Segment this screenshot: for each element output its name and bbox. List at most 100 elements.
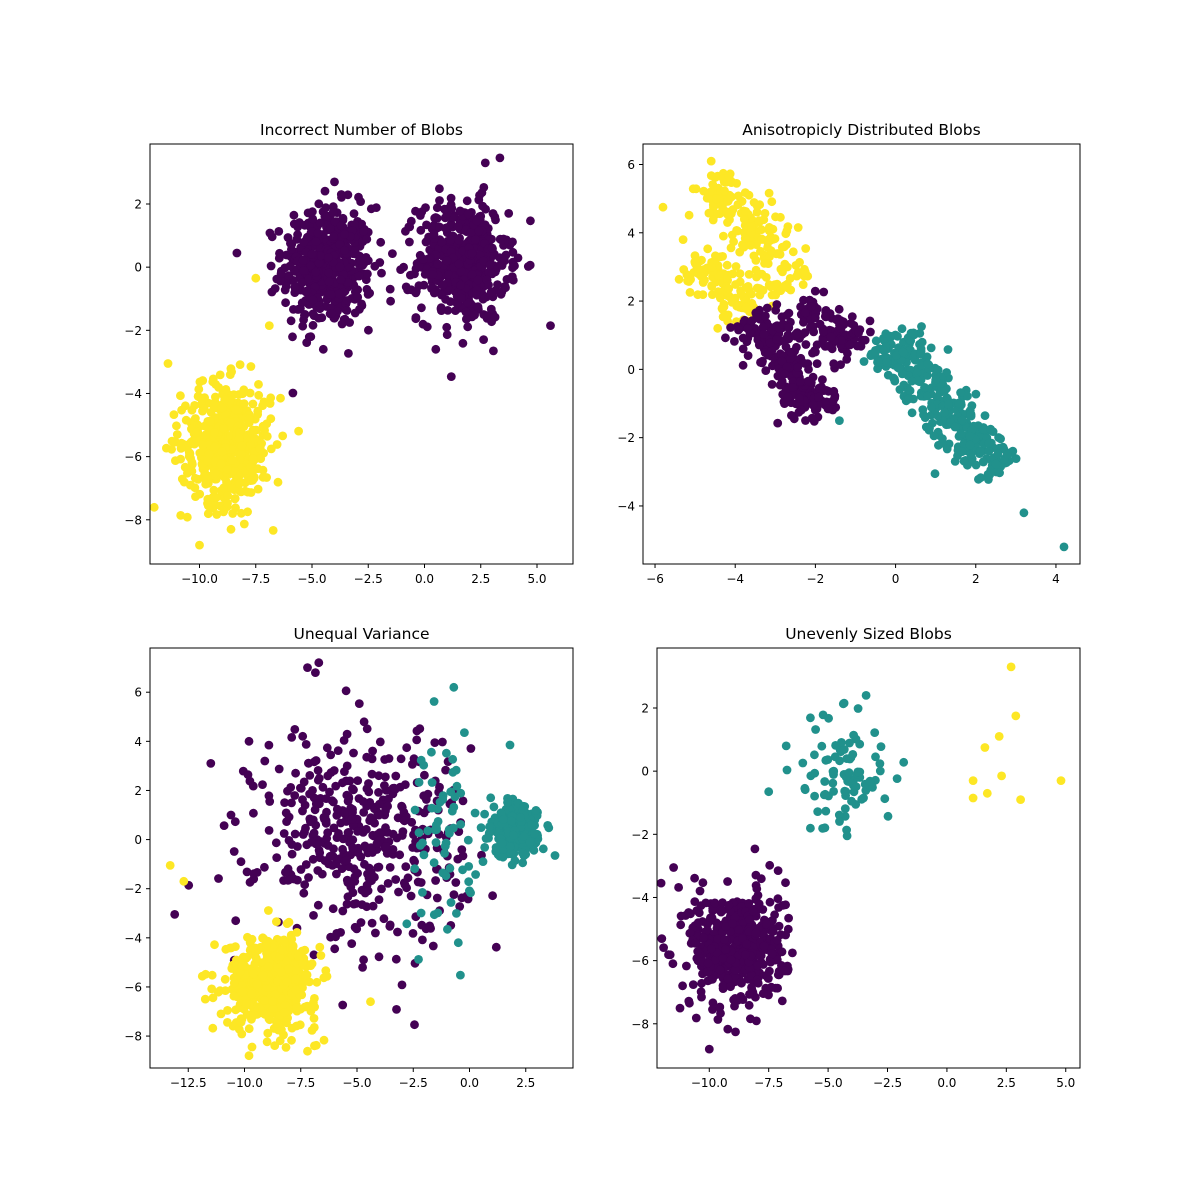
scatter-point <box>455 206 465 216</box>
scatter-point <box>291 768 300 778</box>
scatter-point <box>244 1024 254 1034</box>
scatter-point <box>818 375 827 384</box>
scatter-point <box>317 869 327 879</box>
scatter-point <box>389 783 399 793</box>
scatter-point <box>740 233 750 243</box>
scatter-point <box>327 309 337 318</box>
scatter-point <box>236 857 246 867</box>
scatter-point <box>473 275 483 285</box>
scatter-point <box>771 305 781 315</box>
scatter-point <box>304 274 314 284</box>
scatter-point <box>776 264 786 274</box>
scatter-point <box>979 457 988 467</box>
scatter-point <box>314 258 324 268</box>
scatter-point <box>442 748 451 758</box>
scatter-point <box>698 878 708 888</box>
y-tick-label: 2 <box>641 702 649 716</box>
scatter-point <box>917 337 927 347</box>
scatter-point <box>795 377 805 386</box>
scatter-point <box>829 787 838 796</box>
scatter-point <box>479 335 488 344</box>
scatter-point <box>336 275 346 284</box>
scatter-point <box>885 331 895 341</box>
scatter-point <box>480 843 490 852</box>
scatter-point <box>375 799 384 809</box>
scatter-point <box>230 494 240 504</box>
scatter-point <box>334 289 344 299</box>
scatter-point <box>286 783 296 792</box>
scatter-point <box>280 1008 289 1018</box>
scatter-point <box>757 358 767 368</box>
scatter-point <box>228 509 238 518</box>
y-tick-label: 2 <box>134 198 142 212</box>
scatter-point <box>162 443 171 453</box>
scatter-point <box>455 902 465 911</box>
x-tick-label: −7.5 <box>754 1076 783 1090</box>
scatter-point <box>203 509 213 519</box>
x-tick-label: −2.5 <box>399 1076 428 1090</box>
scatter-point <box>722 260 732 270</box>
scatter-point <box>854 328 863 338</box>
scatter-point <box>254 390 264 400</box>
scatter-point <box>915 349 925 359</box>
scatter-point <box>449 682 459 692</box>
scatter-point <box>684 908 693 917</box>
scatter-point <box>287 239 297 249</box>
scatter-point <box>274 227 284 236</box>
scatter-point <box>807 413 817 423</box>
scatter-point <box>324 277 334 287</box>
scatter-point <box>396 265 405 274</box>
scatter-point <box>287 849 297 859</box>
scatter-point <box>226 364 236 373</box>
scatter-point <box>467 249 477 258</box>
scatter-point <box>266 261 276 271</box>
scatter-point <box>454 236 464 246</box>
scatter-point <box>294 304 304 314</box>
scatter-point <box>765 897 775 907</box>
scatter-point <box>861 786 871 795</box>
scatter-point <box>527 820 536 830</box>
scatter-point <box>232 248 242 258</box>
scatter-point <box>456 970 465 980</box>
scatter-point <box>715 965 725 975</box>
scatter-point <box>819 287 829 297</box>
scatter-point <box>708 290 717 299</box>
scatter-point <box>773 866 783 875</box>
scatter-point <box>223 491 233 500</box>
scatter-point <box>207 970 217 980</box>
scatter-point <box>467 270 477 279</box>
scatter-point <box>264 740 274 750</box>
scatter-point <box>298 806 307 816</box>
scatter-point <box>340 245 349 255</box>
scatter-point <box>309 1023 319 1032</box>
scatter-point <box>756 246 765 256</box>
scatter-point <box>526 216 535 226</box>
scatter-point <box>388 829 398 839</box>
scatter-point <box>299 888 309 898</box>
scatter-point <box>986 424 995 434</box>
scatter-point <box>718 981 728 991</box>
scatter-point <box>303 663 312 672</box>
scatter-point <box>340 230 349 239</box>
x-tick-label: −10.0 <box>691 1076 728 1090</box>
scatter-point <box>669 863 678 872</box>
scatter-point <box>956 429 966 438</box>
scatter-point <box>309 911 318 920</box>
x-tick-label: −12.5 <box>170 1076 207 1090</box>
scatter-point <box>696 272 706 281</box>
scatter-point <box>682 961 691 971</box>
scatter-point <box>836 360 845 369</box>
scatter-point <box>842 831 852 841</box>
scatter-point <box>248 425 258 435</box>
scatter-point <box>261 942 271 951</box>
scatter-point <box>713 323 723 333</box>
scatter-point <box>800 267 810 277</box>
scatter-point <box>765 966 774 976</box>
scatter-point <box>285 261 295 271</box>
scatter-point <box>734 925 744 935</box>
scatter-point <box>432 864 441 874</box>
scatter-point <box>290 725 300 734</box>
scatter-point <box>396 754 406 764</box>
scatter-point <box>150 502 159 512</box>
scatter-point <box>806 823 815 833</box>
